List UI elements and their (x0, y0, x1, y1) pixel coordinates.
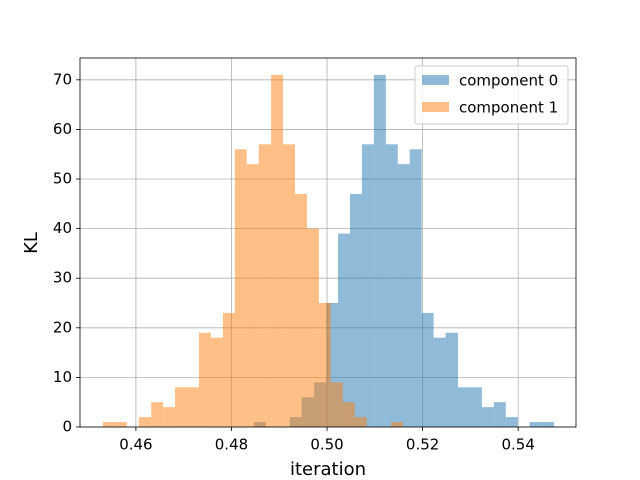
y-tick-label: 0 (62, 418, 72, 436)
bar (361, 144, 374, 427)
bar (397, 164, 410, 428)
legend-label: component 1 (459, 99, 558, 117)
bar (481, 407, 494, 427)
series (102, 74, 404, 428)
bar (391, 422, 404, 427)
y-tick-label: 40 (53, 219, 72, 237)
bar (421, 312, 434, 427)
x-axis-label: iteration (290, 459, 366, 480)
bar (271, 74, 284, 427)
bar (409, 149, 422, 428)
bar (210, 337, 223, 427)
bar (457, 387, 470, 427)
bar (433, 337, 446, 427)
bar (234, 149, 247, 428)
legend-label: component 0 (459, 72, 558, 90)
bar (102, 422, 115, 427)
bar (114, 422, 127, 427)
y-tick-label: 70 (53, 70, 72, 88)
bar (187, 387, 199, 427)
bar (306, 228, 319, 427)
y-tick-label: 60 (53, 120, 72, 138)
y-tick-label: 20 (53, 318, 72, 336)
bar (529, 422, 542, 427)
y-tick-label: 50 (53, 170, 72, 188)
bar (258, 144, 272, 427)
bar (246, 164, 259, 428)
bar (373, 74, 386, 427)
legend-swatch (422, 75, 449, 85)
bar (175, 387, 188, 427)
legend: component 0 component 1 (414, 65, 569, 125)
legend-box (414, 65, 569, 125)
bar (385, 144, 398, 427)
x-tick-label: 0.46 (119, 436, 152, 454)
bar (330, 382, 343, 427)
bar (198, 332, 211, 427)
bar (326, 303, 339, 427)
x-tick-label: 0.48 (215, 436, 248, 454)
bar (445, 332, 458, 427)
bar (342, 402, 355, 427)
bar (163, 407, 176, 427)
plot-frame (79, 57, 577, 428)
x-tick-label: 0.54 (501, 436, 534, 454)
bar (541, 422, 555, 427)
bar (338, 233, 350, 427)
bar (354, 417, 367, 427)
series (253, 74, 555, 428)
bar (295, 193, 307, 427)
bar (493, 402, 506, 427)
bar (151, 402, 164, 427)
y-tick-label: 30 (53, 269, 72, 287)
bar (222, 312, 235, 427)
x-tick-label: 0.50 (310, 436, 343, 454)
bar (283, 144, 296, 427)
bar (469, 387, 482, 427)
y-axis-label: KL (21, 232, 42, 254)
bar (505, 417, 518, 427)
bar (138, 417, 152, 427)
legend-swatch (422, 102, 449, 112)
bar (349, 193, 362, 427)
bar (318, 303, 331, 427)
x-tick-label: 0.52 (406, 436, 439, 454)
y-tick-label: 10 (53, 368, 72, 386)
